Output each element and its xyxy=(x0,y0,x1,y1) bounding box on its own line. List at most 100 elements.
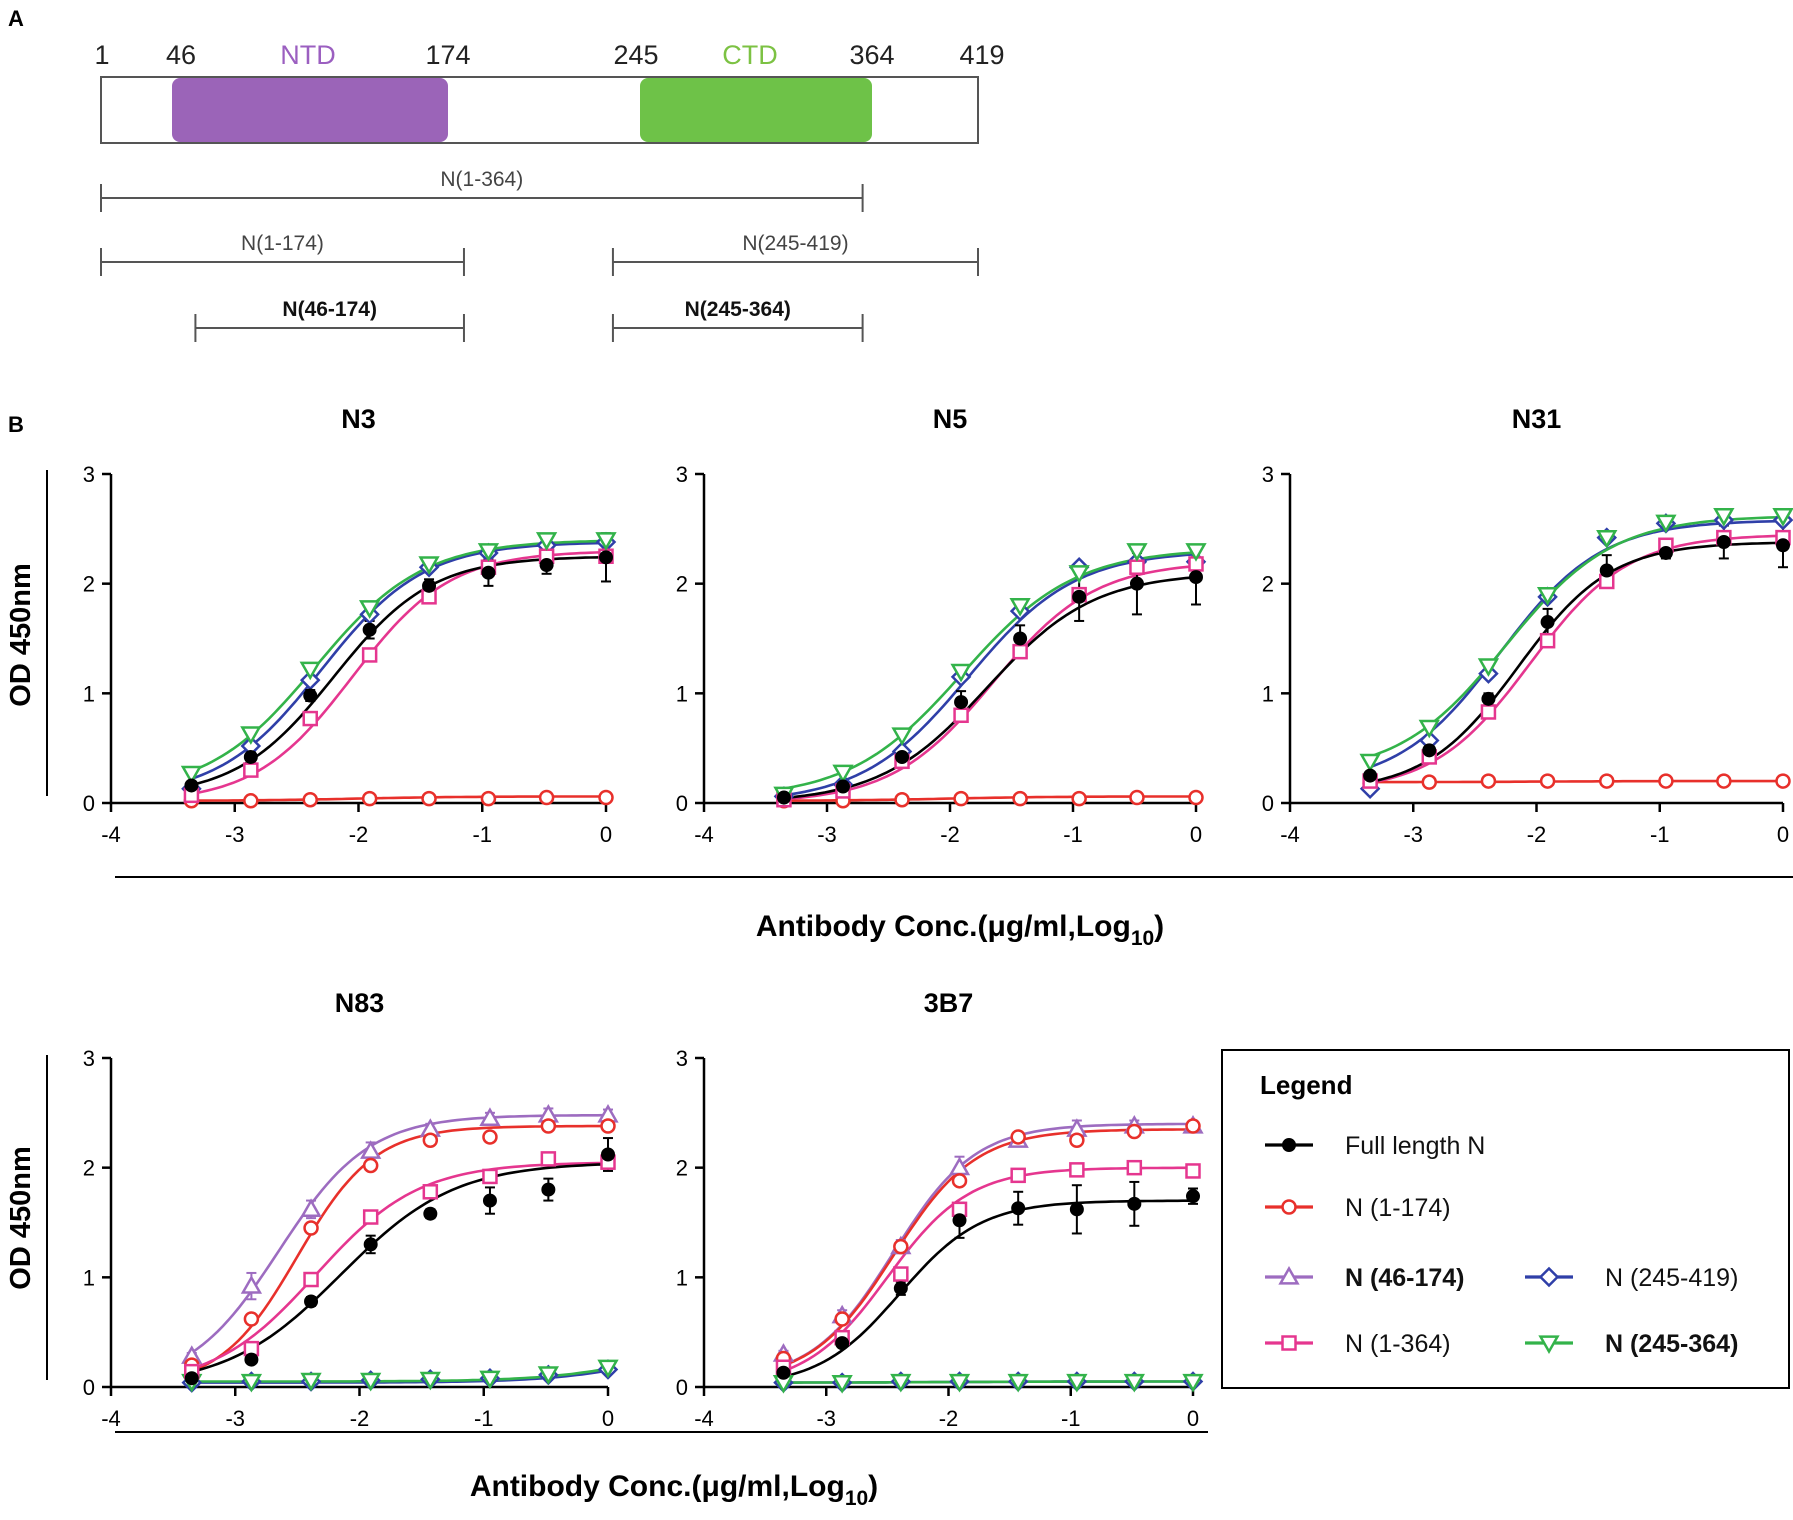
data-point-full-length-n xyxy=(1716,534,1731,549)
y-tick-label: 2 xyxy=(83,1156,95,1181)
construct-label-n-46-174: N(46-174) xyxy=(282,298,377,321)
data-point-n-245-364 xyxy=(537,1366,560,1385)
data-point-full-length-n xyxy=(482,1193,497,1208)
x-axis-label-top: Antibody Conc.(μg/ml,Log10) xyxy=(756,910,1164,950)
data-point-n-1-174 xyxy=(1188,789,1204,806)
data-point-n-245-364 xyxy=(1418,719,1440,739)
data-point-n-1-174 xyxy=(480,790,497,807)
fit-curve-full-length-n xyxy=(191,555,607,787)
y-tick-label: 3 xyxy=(1262,462,1274,487)
fit-curve-n-1-174 xyxy=(784,795,1196,802)
panel-label-b: B xyxy=(8,412,24,437)
data-point-n-1-174 xyxy=(482,1129,498,1145)
x-tick-label: -4 xyxy=(101,822,121,847)
x-tick-label: 0 xyxy=(1190,822,1202,847)
data-point-n-1-174 xyxy=(302,791,318,808)
data-point-n-1-364 xyxy=(243,762,259,778)
data-point-full-length-n xyxy=(244,1352,259,1367)
data-point-n-1-174 xyxy=(1012,790,1028,807)
data-point-n-1-174 xyxy=(953,790,969,807)
data-point-n-1-174 xyxy=(598,789,614,806)
position-46: 46 xyxy=(166,40,196,70)
x-tick-label: 0 xyxy=(600,822,612,847)
fit-curve-n-1-364 xyxy=(191,1161,609,1370)
x-tick-label: -1 xyxy=(472,822,492,847)
x-axis-label-top-main: Antibody Conc.(μg/ml,Log xyxy=(756,910,1131,943)
data-point-n-1-174 xyxy=(951,1173,968,1189)
x-tick-label: -2 xyxy=(349,822,369,847)
data-point-n-1-364 xyxy=(362,1209,379,1225)
legend-marker-n-1-174 xyxy=(1281,1199,1297,1215)
x-tick-label: -4 xyxy=(101,1406,121,1431)
y-tick-label: 3 xyxy=(83,462,95,487)
data-point-full-length-n xyxy=(422,578,437,593)
data-point-full-length-n xyxy=(1363,768,1378,783)
legend-label-n-1-364: N (1-364) xyxy=(1345,1330,1451,1358)
y-tick-label: 1 xyxy=(676,681,688,706)
data-point-n-245-364 xyxy=(299,661,321,681)
data-point-full-length-n xyxy=(362,622,377,637)
fit-curve-full-length-n xyxy=(783,575,1197,800)
y-axis-label-top: OD 450nm xyxy=(5,563,37,706)
construct-label-n-1-174: N(1-174) xyxy=(241,232,324,255)
x-tick-label: -2 xyxy=(939,1406,959,1431)
chart-3b7: 3B7 0 1 2 3 -4 -3 -2 -1 0 xyxy=(676,988,1204,1431)
x-tick-label: -1 xyxy=(474,1406,494,1431)
data-point-n-245-364 xyxy=(418,556,440,575)
data-point-n-1-364 xyxy=(1185,1163,1201,1179)
data-point-n-245-364 xyxy=(1359,753,1381,773)
data-point-n-245-364 xyxy=(832,764,854,784)
fit-curve-n-1-174 xyxy=(191,795,606,802)
data-point-n-245-364 xyxy=(597,1359,619,1379)
x-axis-label-top-close: ) xyxy=(1154,910,1164,943)
x-tick-label: -1 xyxy=(1061,1406,1081,1431)
y-tick-label: 1 xyxy=(83,681,95,706)
chart-title-3b7: 3B7 xyxy=(924,988,974,1018)
y-tick-label: 3 xyxy=(83,1046,95,1071)
data-point-full-length-n xyxy=(1013,631,1028,646)
fit-curve-n-245-364 xyxy=(1369,515,1784,758)
fit-curve-n-245-419 xyxy=(1369,519,1784,769)
data-point-full-length-n xyxy=(1129,576,1144,591)
data-point-n-46-174 xyxy=(360,1140,382,1159)
legend-title: Legend xyxy=(1260,1070,1352,1100)
data-point-n-1-364 xyxy=(361,647,378,663)
fit-curve-n-1-174 xyxy=(191,1124,608,1373)
data-point-n-1-174 xyxy=(1010,1129,1026,1145)
x-tick-label: -2 xyxy=(350,1406,370,1431)
chart-title-n3: N3 xyxy=(341,404,376,434)
data-point-full-length-n xyxy=(835,779,850,794)
data-point-n-245-364 xyxy=(1536,587,1559,606)
position-419: 419 xyxy=(959,40,1004,70)
data-point-n-1-174 xyxy=(834,1311,850,1327)
data-point-full-length-n xyxy=(954,695,969,710)
data-point-n-245-364 xyxy=(360,1372,382,1392)
data-point-n-1-364 xyxy=(1129,559,1145,575)
data-point-n-245-364 xyxy=(1123,1373,1145,1393)
data-point-n-1-364 xyxy=(422,1184,439,1200)
data-point-n-1-174 xyxy=(1716,773,1732,789)
data-point-n-245-364 xyxy=(240,726,262,745)
position-1: 1 xyxy=(94,40,109,70)
x-axis-label-bottom-main: Antibody Conc.(μg/ml,Log xyxy=(470,1470,845,1503)
data-point-n-245-364 xyxy=(1126,543,1148,562)
data-point-full-length-n xyxy=(601,1147,615,1162)
legend-label-n-46-174: N (46-174) xyxy=(1345,1264,1465,1292)
data-point-n-245-364 xyxy=(1182,1373,1204,1393)
ctd-label: CTD xyxy=(722,40,778,70)
data-point-n-1-364 xyxy=(1010,1167,1026,1184)
data-point-n-245-364 xyxy=(535,532,558,551)
data-point-n-245-364 xyxy=(891,727,913,747)
data-point-n-1-174 xyxy=(600,1118,616,1134)
panel-label-a: A xyxy=(8,6,24,31)
data-point-n-1-174 xyxy=(1480,773,1497,789)
legend-marker-n-1-364 xyxy=(1281,1335,1297,1351)
data-point-n-46-174 xyxy=(300,1198,322,1217)
data-point-full-length-n xyxy=(1658,545,1673,560)
ntd-label: NTD xyxy=(280,40,336,70)
data-point-full-length-n xyxy=(893,1281,908,1296)
panel-a-domain-map: A 1 46 NTD 174 245 CTD 364 419 N(1-364)N… xyxy=(8,6,1005,342)
data-point-n-1-174 xyxy=(1185,1118,1201,1134)
legend: Legend Full length N N (1-174) N (46-174) N… xyxy=(1221,1049,1790,1389)
